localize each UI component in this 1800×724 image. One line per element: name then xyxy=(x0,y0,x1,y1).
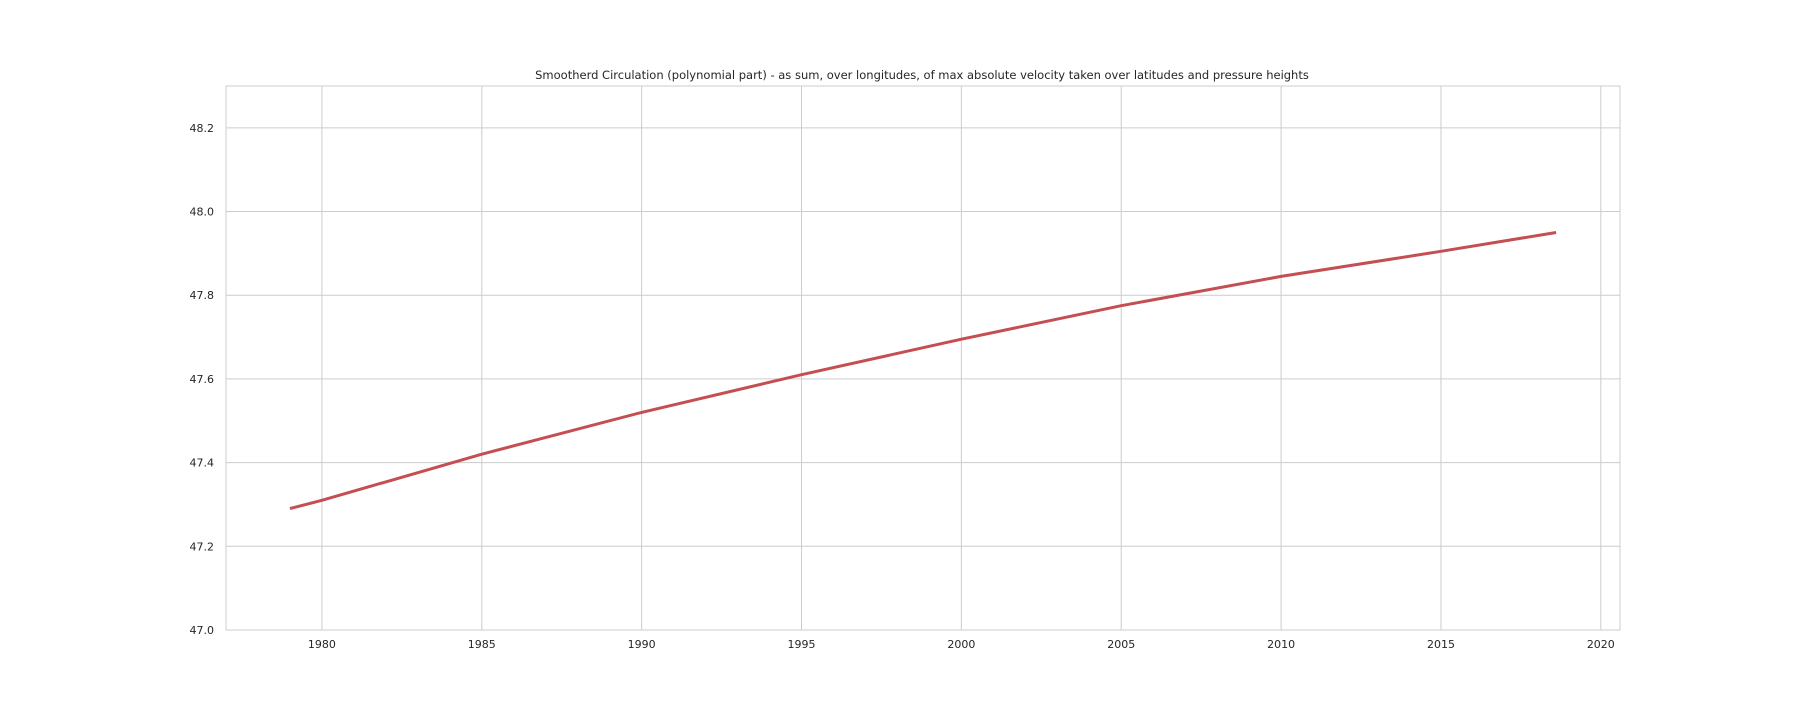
series-layer xyxy=(289,231,1557,511)
plot-area-frame xyxy=(225,85,1621,631)
x-tick-label: 2010 xyxy=(1267,638,1295,651)
y-tick-label: 48.0 xyxy=(190,206,215,219)
x-axis-ticks: 1980 1985 1990 1995 2000 2005 2010 2015 2020 xyxy=(308,638,1615,651)
y-tick-label: 47.2 xyxy=(190,540,215,553)
x-tick-label: 2000 xyxy=(947,638,975,651)
x-tick-label: 2015 xyxy=(1427,638,1455,651)
x-tick-label: 1995 xyxy=(788,638,816,651)
x-tick-label: 1990 xyxy=(628,638,656,651)
x-tick-label: 1980 xyxy=(308,638,336,651)
x-tick-label: 2020 xyxy=(1587,638,1615,651)
y-tick-label: 47.8 xyxy=(190,289,215,302)
y-axis-ticks: 47.0 47.2 47.4 47.6 47.8 48.0 48.2 xyxy=(190,122,215,637)
y-tick-label: 47.4 xyxy=(190,457,215,470)
y-tick-label: 48.2 xyxy=(190,122,215,135)
chart-title: Smootherd Circulation (polynomial part) … xyxy=(535,68,1309,82)
x-tick-label: 2005 xyxy=(1107,638,1135,651)
x-tick-label: 1985 xyxy=(468,638,496,651)
series-line xyxy=(289,231,1557,511)
y-tick-label: 47.6 xyxy=(190,373,215,386)
y-tick-label: 47.0 xyxy=(190,624,215,637)
